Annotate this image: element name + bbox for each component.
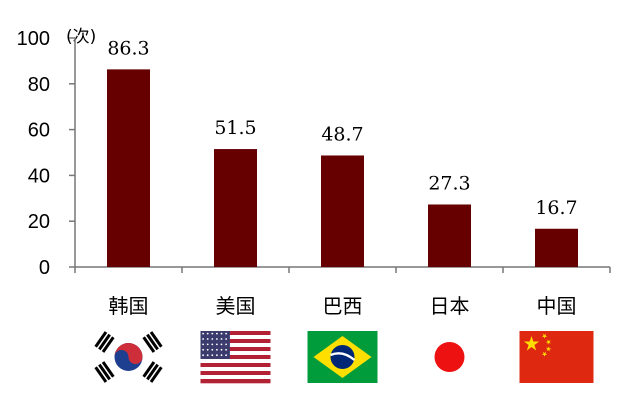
y-axis: 0 20 40 60 80 100: [17, 28, 50, 279]
south-korea-flag-icon: [93, 331, 164, 383]
y-tick-label: 80: [28, 74, 50, 96]
y-tick-label: 60: [28, 120, 50, 142]
y-tick-label: 100: [17, 28, 50, 50]
china-flag-icon: [519, 331, 594, 383]
category-label-0: 韩国: [109, 294, 149, 318]
flags: [93, 331, 594, 384]
bar-2: [321, 155, 364, 267]
category-labels: 韩国 美国 巴西 日本 中国: [109, 294, 577, 318]
y-axis-unit: (次): [66, 27, 96, 47]
bar-3: [428, 204, 471, 267]
category-label-1: 美国: [216, 294, 256, 318]
y-tick-label: 0: [39, 257, 50, 279]
bar-4: [535, 228, 578, 267]
category-label-2: 巴西: [323, 294, 363, 318]
usa-flag-icon: [200, 331, 271, 384]
value-labels: 86.3 51.5 48.7 27.3 16.7: [107, 37, 577, 218]
data-label-0: 86.3: [107, 37, 149, 59]
bar-1: [214, 149, 257, 267]
japan-flag-icon: [414, 331, 485, 383]
category-label-4: 中国: [537, 294, 577, 318]
brazil-flag-icon: [307, 331, 378, 383]
bars: [107, 69, 578, 267]
y-tick-label: 40: [28, 165, 50, 187]
data-label-3: 27.3: [428, 172, 470, 194]
data-label-2: 48.7: [321, 123, 363, 145]
data-label-4: 16.7: [535, 197, 577, 219]
y-tick-label: 20: [28, 211, 50, 233]
data-label-1: 51.5: [214, 117, 256, 139]
category-label-3: 日本: [430, 294, 470, 318]
bar-0: [107, 69, 150, 267]
